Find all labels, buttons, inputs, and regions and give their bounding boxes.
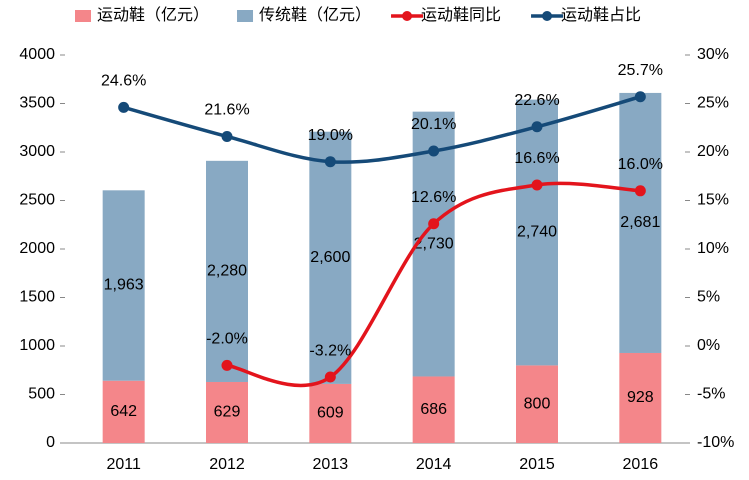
bar-value-label: 2,280: [207, 263, 247, 280]
line-point: [531, 179, 543, 191]
line-value-label: 12.6%: [411, 189, 456, 206]
line-point: [324, 371, 336, 383]
bar-segment: [516, 365, 558, 443]
bar-value-label: 2,681: [620, 214, 660, 231]
bar-segment: [516, 99, 558, 366]
y-tick-label: 1000: [19, 337, 55, 354]
bar-segment: [309, 383, 352, 443]
legend-label: 运动鞋同比: [421, 6, 501, 24]
line-point: [324, 156, 336, 168]
y2-tick-label: -10%: [697, 434, 734, 451]
x-tick-label: 2015: [519, 456, 555, 473]
y-tick-label: 2000: [19, 240, 55, 257]
bar-segment: [102, 380, 145, 443]
line-point: [531, 121, 543, 133]
x-tick-label: 2011: [106, 456, 141, 473]
y-tick-label: 4000: [19, 46, 55, 63]
bar-value-label: 2,740: [517, 224, 557, 241]
line-value-label: 22.6%: [514, 92, 559, 109]
bar-value-label: 629: [214, 404, 241, 421]
line-point: [118, 101, 130, 113]
line-value-label: 25.7%: [618, 62, 663, 79]
bar-value-label: 642: [110, 403, 137, 420]
line-point: [221, 130, 233, 142]
legend-swatch: [542, 11, 553, 21]
line-point: [634, 185, 646, 197]
bar-value-label: 609: [317, 405, 344, 422]
bar-segment: [102, 190, 145, 381]
bar-value-label: 800: [524, 395, 551, 412]
line-value-label: 20.1%: [411, 116, 456, 133]
bar-segment: [309, 131, 352, 384]
y-tick-label: 3000: [19, 143, 55, 160]
x-tick-label: 2016: [623, 456, 659, 473]
y-tick-label: 1500: [19, 289, 55, 306]
x-tick-label: 2013: [313, 456, 349, 473]
line-value-label: -3.2%: [309, 342, 351, 359]
legend-label: 运动鞋（亿元）: [97, 6, 209, 24]
legend-swatch: [75, 10, 91, 22]
line-value-label: 19.0%: [308, 127, 353, 144]
y2-tick-label: 25%: [697, 95, 729, 112]
bar-value-label: 1,963: [104, 277, 144, 294]
bar-value-label: 686: [420, 401, 447, 418]
line-point: [428, 145, 440, 157]
y-tick-label: 3500: [19, 95, 55, 112]
line-value-label: 16.6%: [514, 150, 559, 167]
legend-label: 运动鞋占比: [561, 6, 641, 24]
y-tick-label: 500: [28, 386, 55, 403]
line-value-label: -2.0%: [206, 331, 248, 348]
y-tick-label: 2500: [19, 192, 55, 209]
y2-tick-label: 10%: [697, 240, 729, 257]
bar-segment: [412, 376, 455, 443]
line-value-label: 16.0%: [618, 156, 663, 173]
x-tick-label: 2014: [416, 456, 452, 473]
legend-swatch: [237, 10, 254, 22]
bar-value-label: 928: [627, 389, 654, 406]
bar-value-label: 2,730: [414, 235, 454, 252]
line-point: [428, 218, 440, 230]
bar-segment: [619, 352, 662, 443]
legend-swatch: [402, 11, 413, 21]
y-tick-label: 0: [46, 434, 55, 451]
y2-tick-label: 0%: [697, 337, 720, 354]
bar-segment: [619, 92, 662, 353]
line-value-label: 21.6%: [204, 102, 249, 119]
y2-tick-label: 20%: [697, 143, 729, 160]
bar-segment: [206, 381, 248, 443]
legend-label: 传统鞋（亿元）: [259, 6, 371, 24]
y2-tick-label: 15%: [697, 192, 729, 209]
y2-tick-label: -5%: [697, 386, 725, 403]
line-value-label: 24.6%: [101, 73, 146, 90]
y2-tick-label: 5%: [697, 289, 720, 306]
bar-value-label: 2,600: [310, 249, 350, 266]
line-point: [221, 359, 233, 371]
x-tick-label: 2012: [209, 456, 245, 473]
y2-tick-label: 30%: [697, 46, 729, 63]
line-point: [634, 91, 646, 103]
line: [123, 95, 641, 164]
bar-segment: [206, 160, 248, 382]
